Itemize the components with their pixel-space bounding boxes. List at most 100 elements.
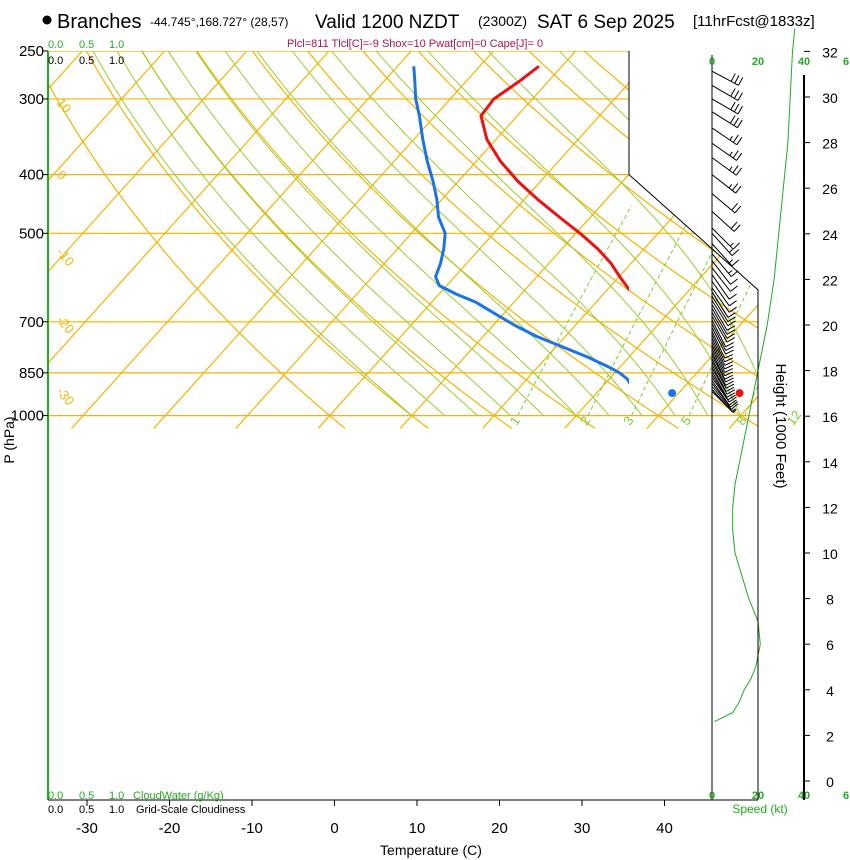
wind-barb-29 <box>711 291 736 318</box>
forecast-info: [11hrFcst@1833z] <box>693 13 815 30</box>
wind-barb-feather <box>724 357 734 363</box>
wind-barb-half-feather <box>729 242 734 247</box>
moist-adiabat-6 <box>366 51 709 416</box>
wind-barb-2 <box>711 386 739 410</box>
wind-barb-feather <box>725 383 735 389</box>
wind-barb-34 <box>711 260 738 285</box>
isotherm--20 <box>482 51 758 429</box>
height-tick-label-13: 26 <box>822 181 838 197</box>
wind-barb-37 <box>711 232 740 256</box>
wind-barb-half-feather <box>729 151 733 156</box>
wind-barb-staff <box>711 330 726 359</box>
wind-barb-staff <box>711 323 727 351</box>
wind-barb-staff <box>711 210 735 232</box>
wind-speed-profile-line <box>714 28 796 723</box>
wind-barb-18 <box>711 334 734 363</box>
y-tick-label-3: 500 <box>19 225 44 242</box>
wind-height-panel: 0020204040660246810121416182022242628303… <box>709 28 849 802</box>
moist-adiabat-14 <box>477 51 758 416</box>
wind-barb-25 <box>711 308 736 335</box>
wind-barb-feather <box>731 202 738 211</box>
height-axis-title: Height (1000 Feet) <box>772 363 789 488</box>
wind-barb-staff <box>711 351 726 380</box>
wind-barb-staff <box>711 344 726 373</box>
wind-barb-12 <box>711 355 734 383</box>
wind-barb-staff <box>711 291 729 318</box>
wind-barb-feather <box>732 134 739 143</box>
wind-barb-feather <box>731 259 740 267</box>
location-name: Branches <box>57 11 142 33</box>
dry-adiabat-100 <box>791 40 850 428</box>
moist-adiabat-18 <box>548 51 758 416</box>
height-tick-label-9: 18 <box>822 364 838 380</box>
wind-barb-48 <box>711 70 744 86</box>
mixing-ratio-label-5: 12 <box>784 408 805 428</box>
temperature-line <box>479 65 629 292</box>
wind-barb-feather <box>732 242 740 250</box>
dry-adiabat-40 <box>462 51 758 429</box>
wind-barb-staff <box>711 364 727 392</box>
height-tick-label-8: 16 <box>822 409 838 425</box>
wind-barb-feather <box>728 306 737 313</box>
cloud-top-sub-label-2: 1.0 <box>109 55 124 67</box>
wind-barb-feather <box>728 293 737 300</box>
wind-barb-feather <box>734 75 740 84</box>
isotherm-0 <box>646 51 758 429</box>
wind-barb-27 <box>711 300 736 327</box>
wind-barb-staff <box>711 274 730 300</box>
wind-barb-feather <box>730 88 736 97</box>
wind-barb-staff <box>711 358 727 386</box>
wind-barb-feather <box>729 115 736 124</box>
profile-lines <box>412 65 744 398</box>
x-tick-label-0: -30 <box>76 820 98 837</box>
wind-barb-staff <box>711 334 726 363</box>
dry-adiabat-110 <box>846 40 850 428</box>
wind-barb-feather <box>734 205 742 214</box>
y-tick-label-1: 300 <box>19 91 44 108</box>
wind-barb-staff <box>711 280 730 307</box>
mixing-ratio-line-3 <box>688 205 758 416</box>
wind-barb-feather <box>725 377 734 383</box>
wind-barb-feather <box>726 337 736 343</box>
height-tick-label-0: 0 <box>826 774 834 790</box>
valid-utc: (2300Z) <box>478 13 527 29</box>
wind-barb-39 <box>711 210 741 232</box>
wind-barb-feather <box>733 90 740 99</box>
isotherm-left-label-3: -20 <box>54 312 78 336</box>
wind-barb-feather <box>726 333 736 339</box>
wind-barb-feather <box>733 117 740 126</box>
chart-axes: 250 300 400 500 700 850 1000 -30 -20 -10 0 10 20 30 40 <box>11 43 759 837</box>
wind-barb-feather <box>738 77 744 86</box>
wind-barb-23 <box>711 315 736 343</box>
wind-barb-staff <box>711 380 730 406</box>
dry-adiabat-10 <box>298 51 758 429</box>
wind-barb-feather <box>728 396 737 403</box>
wind-barb-44 <box>711 127 743 146</box>
x-axis-title: Temperature (C) <box>380 842 482 858</box>
wind-barb-staff <box>711 311 728 339</box>
wind-barb-26 <box>711 304 736 331</box>
speed-axis-title: Speed (kt) <box>732 802 787 816</box>
wind-barb-staff <box>711 227 734 250</box>
wind-barb-staff <box>711 337 726 366</box>
wind-barb-feather <box>727 394 736 401</box>
wind-barb-staff <box>711 367 728 395</box>
wind-barb-feather <box>728 300 737 307</box>
location-bullet-icon <box>42 15 52 25</box>
cloudwater-label-1: 0.5 <box>79 790 94 802</box>
wind-barb-15 <box>711 344 734 373</box>
wind-barb-staff <box>711 287 730 313</box>
wind-barb-feather <box>730 278 738 285</box>
wind-barb-feather <box>724 361 734 366</box>
wind-barb-feather <box>724 364 734 370</box>
wind-barb-feather <box>732 150 739 159</box>
wind-barb-1 <box>711 389 736 413</box>
isotherm--50 <box>235 51 586 429</box>
wind-barb-half-feather <box>728 184 733 189</box>
moist-adiabat--6 <box>248 51 610 416</box>
mixing-ratio-line-2 <box>631 205 737 416</box>
moist-adiabat-2 <box>322 51 676 416</box>
wind-barb-half-feather <box>732 409 737 413</box>
wind-barb-feather <box>731 249 740 256</box>
wind-barb-staff <box>711 341 726 370</box>
